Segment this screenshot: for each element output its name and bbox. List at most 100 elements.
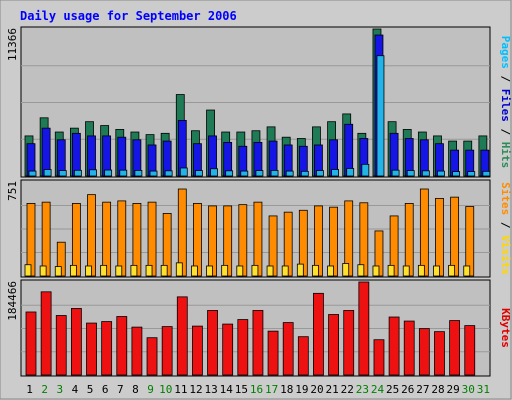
bar-sites-day-8 — [130, 264, 138, 277]
chart-panels: 11366 Pages / Files / Hits 751 Sites / Visi… — [6, 26, 512, 377]
x-tick-label-day-22: 22 — [341, 383, 354, 396]
series-axis-label: KBytes — [499, 308, 512, 348]
bar-sites-day-12 — [191, 265, 198, 277]
bar-pages-day-2 — [43, 169, 52, 177]
bar-kbytes-day-3 — [55, 315, 67, 376]
bar-pages-day-21 — [331, 169, 339, 177]
bar-sites-day-26 — [402, 265, 410, 277]
x-tick-label-day-19: 19 — [295, 383, 308, 396]
axis-label-part-1: / — [499, 215, 512, 235]
bar-visits-day-9 — [147, 201, 157, 277]
bar-visits-day-15 — [238, 204, 248, 277]
y-max-label: 184466 — [6, 281, 19, 321]
bar-kbytes-day-9 — [146, 337, 158, 376]
bar-kbytes-day-1 — [25, 311, 37, 376]
bar-pages-day-27 — [421, 170, 430, 177]
series-axis-label: Sites / Visits — [499, 182, 512, 275]
x-axis-day-labels: 1 2 3 4 5 6 7 8 9 10 11 12 13 14 15 16 17 18 19 20 21 22 23 24 2… — [26, 383, 490, 396]
bar-kbytes-day-25 — [388, 316, 400, 376]
bar-pages-day-1 — [28, 170, 37, 177]
bar-files-day-2 — [41, 127, 51, 177]
bar-sites-day-6 — [100, 264, 108, 277]
bar-pages-day-10 — [164, 170, 173, 177]
y-max-label: 751 — [6, 181, 19, 201]
bar-pages-day-30 — [467, 171, 476, 177]
bar-sites-day-13 — [206, 265, 213, 277]
bar-kbytes-day-7 — [116, 316, 128, 376]
bar-kbytes-day-4 — [70, 308, 82, 376]
bar-visits-day-5 — [87, 194, 96, 277]
chart-title: Daily usage for September 2006 — [20, 9, 237, 23]
panel-hits-files-pages: 11366 Pages / Files / Hits — [6, 26, 512, 178]
bar-pages-day-3 — [58, 170, 67, 177]
bar-pages-day-14 — [225, 170, 234, 177]
axis-label-part-3: / — [499, 122, 512, 142]
bar-kbytes-day-30 — [464, 325, 476, 376]
x-tick-label-day-9: 9 — [147, 383, 154, 396]
x-tick-label-day-1: 1 — [26, 383, 33, 396]
bar-pages-day-13 — [210, 168, 218, 177]
bar-pages-day-4 — [73, 169, 82, 177]
x-tick-label-day-26: 26 — [401, 383, 414, 396]
y-max-label: 11366 — [6, 28, 19, 61]
bar-kbytes-day-26 — [403, 320, 415, 376]
axis-label-part-4: Hits — [499, 142, 512, 169]
bar-sites-day-27 — [417, 264, 425, 277]
bar-kbytes-day-2 — [40, 291, 52, 376]
bar-pages-day-6 — [104, 169, 113, 177]
bar-pages-day-31 — [482, 170, 491, 177]
bar-kbytes-day-14 — [222, 323, 234, 376]
bar-sites-day-9 — [145, 264, 153, 277]
axis-label-part-0: Sites — [499, 182, 512, 215]
x-tick-label-day-11: 11 — [174, 383, 187, 396]
bar-sites-day-22 — [342, 263, 350, 277]
bar-pages-day-7 — [119, 169, 128, 177]
x-tick-label-day-24: 24 — [371, 383, 385, 396]
bar-kbytes-day-28 — [434, 331, 445, 376]
bar-kbytes-day-16 — [252, 310, 264, 376]
bar-kbytes-day-22 — [343, 310, 355, 376]
bar-kbytes-day-27 — [418, 328, 430, 376]
bar-sites-day-24 — [372, 265, 380, 277]
bar-files-day-4 — [71, 132, 81, 177]
bar-pages-day-5 — [89, 169, 97, 177]
bar-pages-day-19 — [300, 170, 309, 177]
bar-sites-day-15 — [236, 265, 244, 277]
bar-pages-day-25 — [391, 169, 400, 177]
x-tick-label-day-30: 30 — [462, 383, 475, 396]
axis-label-part-2: Files — [499, 89, 512, 122]
bar-sites-day-25 — [387, 264, 395, 277]
bar-sites-day-23 — [357, 264, 365, 277]
x-tick-label-day-21: 21 — [326, 383, 339, 396]
bar-visits-day-2 — [41, 201, 51, 277]
bar-pages-day-18 — [285, 170, 294, 177]
bar-kbytes-day-23 — [358, 281, 370, 376]
bar-pages-day-22 — [346, 168, 355, 177]
bar-sites-day-7 — [115, 265, 123, 277]
panel-kbytes: 184466 KBytes — [6, 279, 512, 377]
bar-visits-day-16 — [253, 201, 263, 277]
bar-visits-day-27 — [419, 188, 429, 277]
bar-kbytes-day-8 — [131, 326, 143, 376]
bar-visits-day-30 — [465, 206, 475, 277]
bar-pages-day-11 — [179, 167, 188, 177]
bar-sites-day-10 — [160, 264, 168, 277]
bar-pages-day-9 — [149, 170, 158, 177]
bar-visits-day-7 — [117, 200, 127, 277]
bar-sites-day-17 — [266, 265, 274, 277]
bar-sites-day-20 — [312, 264, 319, 277]
bar-sites-day-3 — [54, 266, 62, 277]
x-tick-label-day-15: 15 — [235, 383, 248, 396]
bar-sites-day-11 — [175, 262, 183, 277]
x-tick-label-day-3: 3 — [57, 383, 64, 396]
bar-kbytes-day-24 — [373, 339, 385, 376]
x-tick-label-day-8: 8 — [132, 383, 139, 396]
x-tick-label-day-20: 20 — [310, 383, 323, 396]
bar-kbytes-day-11 — [176, 296, 188, 376]
bar-pages-day-8 — [134, 170, 143, 177]
bar-pages-day-16 — [255, 170, 264, 177]
bar-visits-day-6 — [102, 201, 112, 277]
bar-sites-day-19 — [296, 263, 304, 277]
bar-sites-day-4 — [69, 264, 77, 277]
